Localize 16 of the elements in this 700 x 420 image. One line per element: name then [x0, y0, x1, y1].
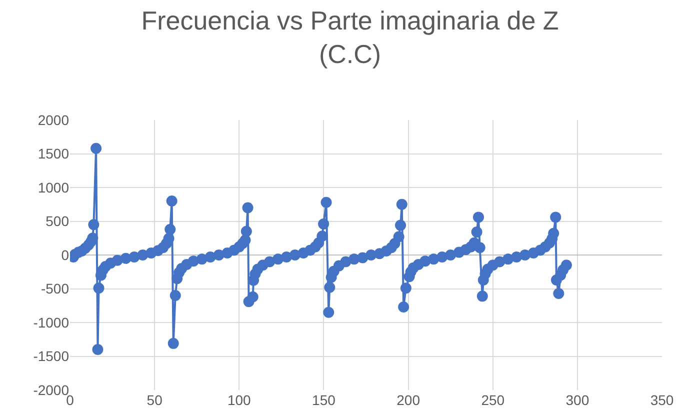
x-tick-label: 50 [146, 392, 163, 408]
x-tick-label: 350 [650, 392, 674, 408]
y-tick-label: 2000 [38, 112, 70, 128]
x-tick-label: 300 [566, 392, 590, 408]
y-tick-label: 0 [61, 246, 70, 263]
x-tick-label: 100 [227, 392, 252, 408]
y-tick-label: -1500 [33, 348, 70, 364]
y-tick-label: 1000 [38, 179, 70, 196]
y-tick-label: 500 [46, 213, 70, 230]
x-tick-label: 250 [481, 392, 505, 408]
x-tick-label: 200 [396, 392, 420, 408]
y-tick-label: 1500 [38, 146, 70, 162]
y-tick-label: -500 [40, 280, 70, 297]
x-tick-label: 150 [312, 392, 336, 408]
chart-title: Frecuencia vs Parte imaginaria de Z (C.C) [141, 5, 559, 70]
y-tick-label: -1000 [33, 314, 70, 330]
